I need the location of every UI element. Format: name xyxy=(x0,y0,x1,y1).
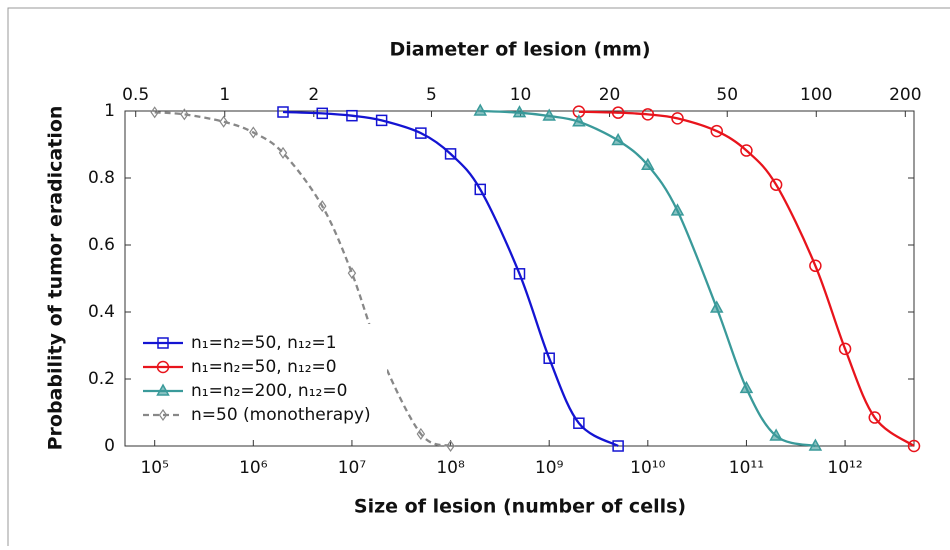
marker xyxy=(573,417,585,429)
marker xyxy=(278,146,288,159)
legend-label: n=50 (monotherapy) xyxy=(191,405,371,425)
legend-label: n₁=n₂=50, n₁₂=1 xyxy=(191,333,337,353)
series xyxy=(473,103,823,451)
marker xyxy=(710,124,723,138)
marker xyxy=(868,411,882,424)
marker xyxy=(158,408,168,422)
marker xyxy=(740,144,753,157)
marker xyxy=(415,127,427,139)
marker xyxy=(446,439,455,453)
marker xyxy=(219,115,228,128)
x-tick-label: 10⁸ xyxy=(436,458,465,478)
x-tick-label: 10⁶ xyxy=(239,458,268,478)
marker xyxy=(347,267,357,280)
x2-tick-label: 2 xyxy=(308,85,319,105)
series xyxy=(572,105,921,453)
x-tick-label: 10¹¹ xyxy=(729,458,764,478)
marker xyxy=(838,342,852,356)
marker xyxy=(156,360,170,374)
marker xyxy=(375,114,388,127)
x-axis-title: Size of lesion (number of cells) xyxy=(354,496,686,518)
marker xyxy=(709,300,724,313)
x2-tick-label: 10 xyxy=(510,85,532,105)
marker xyxy=(769,428,783,441)
marker xyxy=(543,352,555,364)
x2-tick-label: 200 xyxy=(889,85,921,105)
marker xyxy=(611,132,625,146)
series xyxy=(277,106,624,452)
marker xyxy=(513,268,526,280)
x-tick-label: 10⁷ xyxy=(338,458,367,478)
marker xyxy=(157,337,169,349)
x-tick-label: 10¹⁰ xyxy=(630,458,665,478)
marker xyxy=(474,183,487,196)
x2-tick-label: 1 xyxy=(219,85,230,105)
x2-tick-label: 5 xyxy=(426,85,437,105)
marker xyxy=(809,259,822,273)
y-tick-label: 0 xyxy=(104,436,115,456)
marker xyxy=(416,427,426,440)
marker xyxy=(346,109,358,122)
marker xyxy=(249,126,258,139)
x2-tick-label: 0.5 xyxy=(122,85,149,105)
x-tick-label: 10¹² xyxy=(827,458,862,478)
marker xyxy=(907,439,921,453)
marker xyxy=(670,203,685,216)
series-line xyxy=(154,111,451,448)
x-tick-label: 10⁵ xyxy=(140,458,168,478)
x2-tick-label: 50 xyxy=(716,85,738,105)
marker xyxy=(611,106,625,119)
x2-tick-label: 100 xyxy=(800,85,832,105)
series xyxy=(150,106,455,453)
marker xyxy=(542,108,556,121)
marker xyxy=(641,157,655,171)
y-tick-label: 0.8 xyxy=(88,168,115,188)
marker xyxy=(180,108,189,121)
marker xyxy=(612,440,624,452)
marker xyxy=(473,103,488,116)
y-tick-label: 0.4 xyxy=(88,302,115,322)
marker xyxy=(156,383,170,396)
legend-label: n₁=n₂=200, n₁₂=0 xyxy=(191,381,347,401)
y-tick-label: 0.2 xyxy=(88,369,115,389)
marker xyxy=(316,107,328,120)
marker xyxy=(739,380,754,394)
legend-label: n₁=n₂=50, n₁₂=0 xyxy=(191,357,337,377)
marker xyxy=(150,106,159,119)
marker xyxy=(808,438,823,451)
marker xyxy=(769,178,783,191)
marker xyxy=(572,114,586,127)
series-line xyxy=(578,110,915,447)
y-tick-label: 0.6 xyxy=(88,235,115,255)
x2-tick-label: 20 xyxy=(599,85,621,105)
marker xyxy=(277,106,289,118)
marker xyxy=(444,148,457,160)
y-axis-title: Probability of tumor eradication xyxy=(45,106,67,451)
marker xyxy=(671,112,684,125)
top-axis-title: Diameter of lesion (mm) xyxy=(389,39,650,61)
x-tick-label: 10⁹ xyxy=(535,458,564,478)
marker xyxy=(318,200,327,213)
y-tick-label: 1 xyxy=(104,101,115,121)
series-line xyxy=(480,109,816,448)
marker xyxy=(512,105,527,118)
frame xyxy=(7,7,950,546)
marker xyxy=(641,108,655,121)
